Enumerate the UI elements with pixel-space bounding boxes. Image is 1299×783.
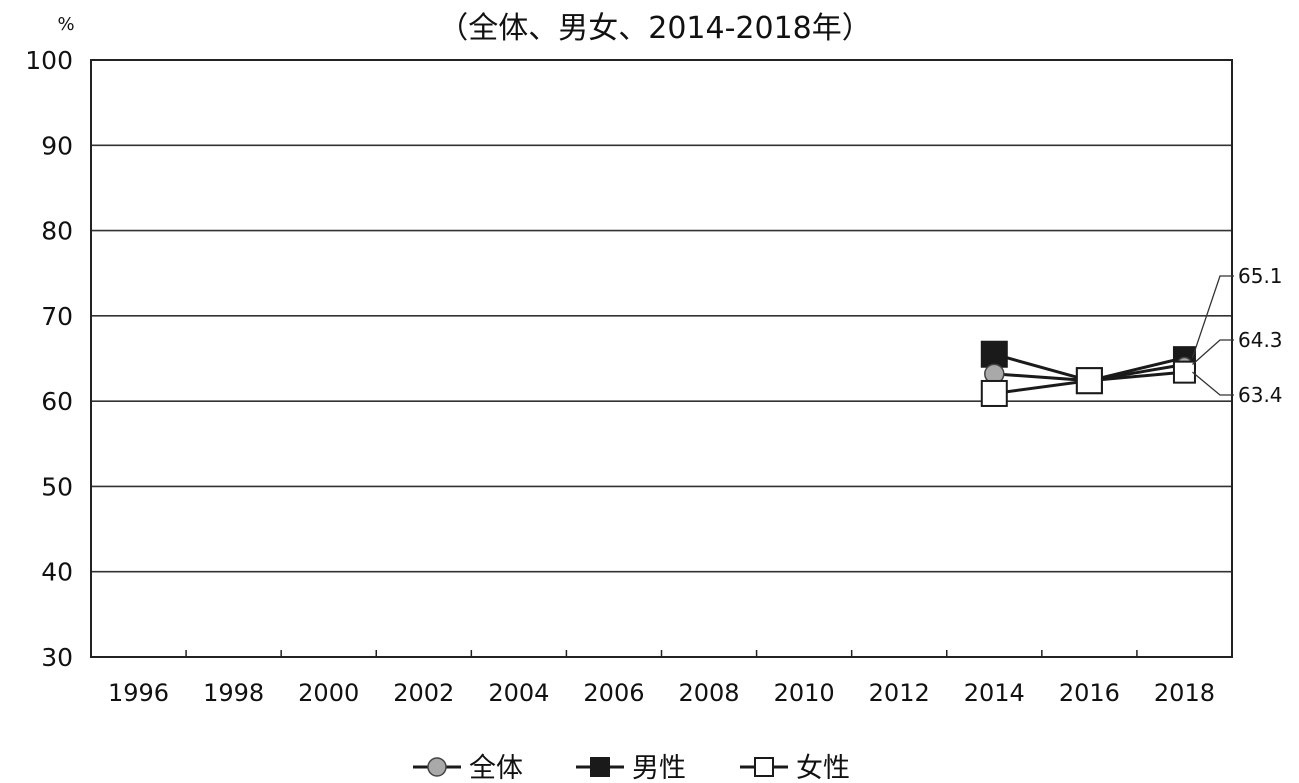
y-tick-label-30: 30 <box>41 643 73 672</box>
y-axis: 100 90 80 70 60 50 40 30 <box>25 46 73 672</box>
legend-marker-2 <box>754 757 774 777</box>
x-tick-label-2014: 2014 <box>964 679 1025 707</box>
data-label-1: 64.3 <box>1238 328 1283 352</box>
x-tick-label-2000: 2000 <box>298 679 359 707</box>
leader-line-2 <box>1192 371 1234 396</box>
y-tick-label-80: 80 <box>41 217 73 246</box>
legend-label-2: 女性 <box>796 753 850 783</box>
x-tick-label-2010: 2010 <box>774 679 835 707</box>
data-label-0: 65.1 <box>1238 264 1283 288</box>
y-tick-label-60: 60 <box>41 387 73 416</box>
plot-area <box>90 59 1233 658</box>
x-tick-label-2006: 2006 <box>583 679 644 707</box>
x-tick-label-2018: 2018 <box>1154 679 1215 707</box>
y-tick-label-50: 50 <box>41 472 73 501</box>
x-tick-label-2008: 2008 <box>679 679 740 707</box>
legend-label-1: 男性 <box>632 753 686 783</box>
x-tick-label-2004: 2004 <box>488 679 549 707</box>
x-tick-label-1996: 1996 <box>108 679 169 707</box>
y-tick-label-70: 70 <box>41 302 73 331</box>
chart-title: （全体、男女、2014-2018年） <box>438 11 872 46</box>
marker-2-2018 <box>1172 360 1196 384</box>
data-labels: 65.1 64.3 63.4 <box>1191 264 1283 407</box>
y-tick-label-100: 100 <box>25 46 73 75</box>
legend-marker-0 <box>427 757 447 777</box>
leader-line-0 <box>1191 275 1234 358</box>
y-axis-unit: % <box>57 14 74 35</box>
data-label-2: 63.4 <box>1238 383 1283 407</box>
series-markers <box>980 340 1196 407</box>
leader-line-1 <box>1192 339 1234 365</box>
legend: 全体 男性 女性 <box>413 753 850 783</box>
x-axis: 1996 1998 2000 2002 2004 2006 2008 2010 2012 2014… <box>108 650 1215 707</box>
legend-label-0: 全体 <box>469 753 523 783</box>
x-tick-label-2016: 2016 <box>1059 679 1120 707</box>
x-tick-label-2002: 2002 <box>393 679 454 707</box>
gridlines <box>91 144 1232 573</box>
legend-marker-1 <box>590 757 610 777</box>
y-tick-label-40: 40 <box>41 558 73 587</box>
marker-2-2016 <box>1075 367 1103 395</box>
marker-2-2014 <box>980 379 1008 407</box>
x-tick-label-2012: 2012 <box>869 679 930 707</box>
y-tick-label-90: 90 <box>41 131 73 160</box>
marker-1-2014 <box>980 340 1008 368</box>
x-tick-label-1998: 1998 <box>203 679 264 707</box>
